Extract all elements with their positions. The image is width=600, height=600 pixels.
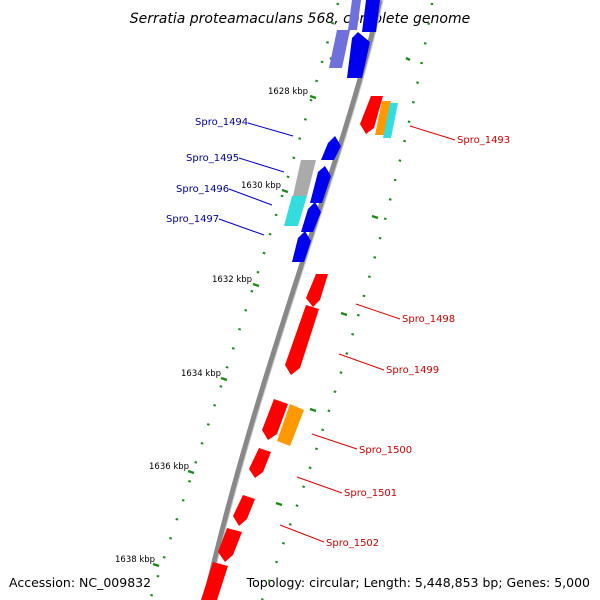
- gene-arrow[interactable]: [277, 404, 304, 446]
- gene-arrow[interactable]: [360, 96, 383, 134]
- accession-text: Accession: NC_009832: [9, 575, 151, 590]
- gene-label-spro-1501[interactable]: Spro_1501: [344, 488, 397, 499]
- gene-arrow[interactable]: [218, 528, 242, 562]
- gene-arrow[interactable]: [233, 495, 255, 526]
- ruler-label: 1628 kbp: [268, 87, 308, 97]
- gene-label-spro-1496[interactable]: Spro_1496: [176, 184, 229, 195]
- gene-arrow[interactable]: [375, 101, 391, 135]
- gene-label-spro-1495[interactable]: Spro_1495: [186, 153, 239, 164]
- gene-label-spro-1493[interactable]: Spro_1493: [457, 135, 510, 146]
- right-label-leaders: [279, 125, 456, 543]
- gene-arrow[interactable]: [321, 136, 341, 160]
- gene-arrow[interactable]: [347, 32, 370, 78]
- gene-arrow[interactable]: [201, 562, 228, 600]
- genome-info-text: Topology: circular; Length: 5,448,853 bp…: [246, 575, 590, 590]
- reverse-strand-genes: [284, 0, 380, 262]
- gene-arrow[interactable]: [292, 231, 311, 262]
- gene-label-spro-1502[interactable]: Spro_1502: [326, 538, 379, 549]
- map-title: Serratia proteamaculans 568, complete ge…: [130, 11, 470, 27]
- gene-arrow[interactable]: [285, 305, 319, 375]
- scale-ticks: [152, 56, 411, 568]
- gene-arrow[interactable]: [348, 0, 361, 30]
- ruler-label: 1636 kbp: [149, 462, 189, 472]
- gene-arrow[interactable]: [262, 399, 288, 440]
- gene-arrow[interactable]: [293, 160, 316, 196]
- gene-label-spro-1499[interactable]: Spro_1499: [386, 365, 439, 376]
- left-label-leaders: [218, 122, 294, 236]
- ruler-label: 1634 kbp: [181, 369, 221, 379]
- ruler-label: 1630 kbp: [241, 181, 281, 191]
- gene-arrow[interactable]: [306, 274, 328, 307]
- gene-arrow[interactable]: [284, 196, 307, 226]
- inner-dotted-track: [148, 2, 340, 600]
- gene-arrow[interactable]: [383, 103, 398, 138]
- gene-label-spro-1497[interactable]: Spro_1497: [166, 214, 219, 225]
- ruler-label: 1638 kbp: [115, 555, 155, 565]
- gene-arrow[interactable]: [362, 0, 380, 32]
- gene-arrow[interactable]: [301, 202, 321, 232]
- gene-label-spro-1494[interactable]: Spro_1494: [195, 117, 248, 128]
- ruler-label: 1632 kbp: [212, 275, 252, 285]
- gene-arrow[interactable]: [329, 30, 350, 68]
- gene-label-spro-1500[interactable]: Spro_1500: [359, 445, 412, 456]
- gene-arrow[interactable]: [310, 166, 331, 203]
- gene-label-spro-1498[interactable]: Spro_1498: [402, 314, 455, 325]
- forward-strand-genes: [201, 96, 398, 600]
- gene-arrow[interactable]: [249, 448, 271, 478]
